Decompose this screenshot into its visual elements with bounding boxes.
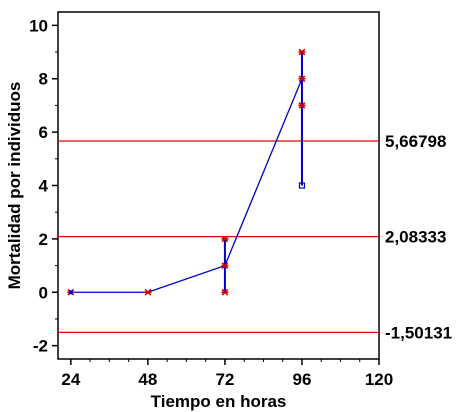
control-limit-label: 5,66798 [385,132,446,151]
data-point [298,102,306,109]
data-point [221,262,229,269]
plot-frame [57,11,380,360]
y-tick-label: 0 [39,283,48,302]
y-tick-label: 8 [39,70,48,89]
x-tick-label: 72 [215,370,234,389]
mean-marker [68,290,73,295]
mean-series-line [70,78,303,293]
y-tick-label: 6 [39,123,48,142]
mean-line [70,78,303,293]
x-tick-label: 24 [61,370,80,389]
data-points [67,48,306,296]
y-axis-title: Mortalidad por individuos [5,82,24,290]
data-point [298,75,306,83]
y-tick-label: -2 [33,337,48,356]
data-point [221,288,229,296]
control-limit-label: -1,50131 [385,323,452,342]
y-axis: -2 0 2 4 6 8 10 [29,16,58,356]
data-point [298,48,306,56]
y-tick-label: 2 [39,230,48,249]
x-axis: 24 48 72 96 120 [61,359,393,389]
control-limit-label: 2,08333 [385,228,446,247]
x-tick-label: 48 [138,370,157,389]
y-tick-label: 10 [29,16,48,35]
x-axis-title: Tiempo en horas [151,392,287,411]
data-point [144,288,152,296]
y-tick-label: 4 [39,177,49,196]
data-point [221,235,229,243]
control-limit-labels: 5,66798 2,08333 -1,50131 [385,132,452,342]
control-limits [58,140,379,333]
outlier-marker [298,182,306,189]
x-tick-label: 96 [292,370,311,389]
x-tick-label: 120 [365,370,393,389]
